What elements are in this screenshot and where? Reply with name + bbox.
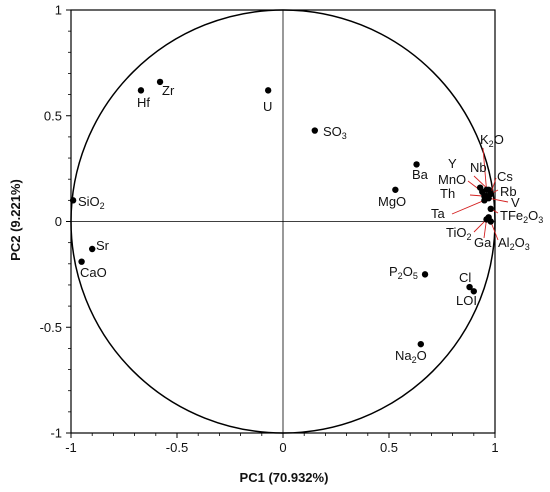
x-axis-label: PC1 (70.932%)	[240, 470, 329, 485]
point-label: MnO	[438, 172, 466, 187]
loading-point	[487, 218, 494, 225]
loading-point	[137, 87, 145, 94]
point-label: SiO2	[78, 194, 105, 211]
loading-point	[417, 340, 424, 348]
point-label: P2O5	[389, 264, 418, 281]
loading-point	[156, 78, 164, 86]
loading-point	[487, 205, 494, 213]
point-label: Zr	[162, 83, 175, 98]
point-label: CaO	[80, 265, 107, 280]
x-tick-label: 0.5	[380, 440, 398, 455]
point-label: TFe2O3	[500, 208, 543, 225]
point-label: Nb	[470, 160, 487, 175]
y-tick-label: 0	[55, 214, 62, 229]
point-label: Th	[440, 186, 455, 201]
point-label: Al2O3	[498, 235, 530, 252]
loading-point	[470, 288, 477, 295]
loading-point	[311, 127, 318, 134]
x-tick-label: -1	[65, 440, 77, 455]
leader-line	[490, 221, 499, 241]
loading-point	[89, 245, 96, 253]
point-label: Ba	[412, 167, 429, 182]
leader-line	[488, 197, 509, 203]
y-tick-label: 0.5	[44, 108, 62, 123]
point-label: MgO	[378, 194, 406, 209]
point-label: V	[511, 195, 520, 210]
point-label: TiO2	[446, 225, 471, 242]
loading-point	[481, 197, 488, 204]
point-label: Rb	[500, 184, 517, 199]
point-label: Hf	[137, 95, 150, 110]
point-label: U	[263, 99, 272, 114]
loading-point	[392, 186, 399, 193]
loading-point	[78, 258, 85, 265]
point-label: Sr	[96, 238, 110, 253]
point-label: Na2O	[395, 348, 427, 365]
loading-point	[69, 197, 77, 204]
point-label: SO3	[323, 124, 347, 141]
x-tick-label: 0	[279, 440, 286, 455]
point-label: Ga	[474, 235, 492, 250]
loading-point	[413, 161, 420, 168]
x-tick-label: 1	[491, 440, 498, 455]
point-label: LOI	[456, 293, 477, 308]
loading-point	[264, 87, 272, 94]
point-label: Y	[448, 156, 457, 171]
y-tick-label: -0.5	[40, 320, 62, 335]
point-label: Ta	[431, 206, 446, 221]
loading-point	[466, 283, 473, 291]
point-label: Cs	[497, 169, 513, 184]
x-tick-label: -0.5	[166, 440, 188, 455]
point-label: K2O	[480, 132, 504, 149]
y-tick-label: -1	[50, 426, 62, 441]
leader-line	[451, 199, 485, 215]
point-label: Cl	[459, 270, 471, 285]
y-axis-label: PC2 (9.221%)	[8, 179, 23, 261]
y-tick-label: 1	[55, 3, 62, 18]
loading-point	[421, 271, 429, 278]
leader-line	[482, 147, 487, 190]
